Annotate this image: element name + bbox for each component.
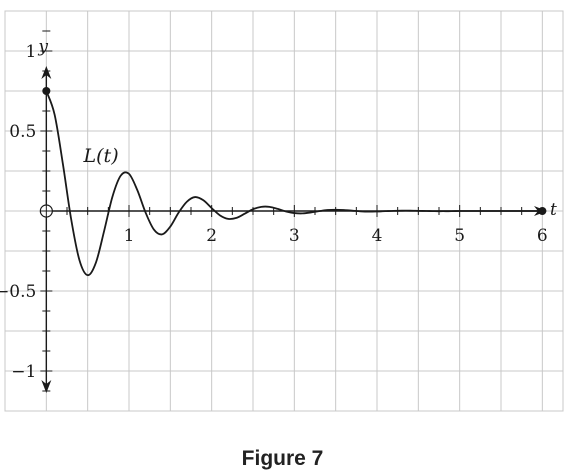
y-ticks: 1 0.5 −0.5 −1 — [0, 42, 36, 382]
y-axis-arrow-down — [41, 380, 52, 393]
figure-caption: Figure 7 — [241, 447, 324, 470]
x-tick-label: 3 — [289, 226, 300, 246]
curve-label: L(t) — [83, 145, 119, 167]
endpoints — [39, 87, 547, 218]
series-line-L — [45, 90, 543, 277]
y-axis-label: y — [37, 37, 48, 57]
x-ticks: 1 2 3 4 5 6 — [124, 226, 548, 246]
x-tick-label: 6 — [537, 226, 548, 246]
x-axis-label: t — [550, 200, 557, 220]
y-tick-label: 1 — [26, 42, 37, 62]
y-tick-label: −1 — [11, 362, 36, 382]
x-tick-label: 5 — [454, 226, 465, 246]
filled-point — [538, 207, 547, 215]
x-tick-label: 2 — [206, 226, 217, 246]
x-tick-label: 1 — [124, 226, 135, 246]
chart: 1 2 3 4 5 6 1 0.5 −0.5 −1 L(t) t y — [0, 10, 564, 412]
plot-border — [4, 10, 564, 412]
y-tick-label: 0.5 — [9, 122, 36, 142]
axes — [40, 30, 547, 393]
x-tick-label: 4 — [372, 226, 383, 246]
filled-point — [42, 87, 51, 95]
y-axis-arrow-up — [41, 66, 52, 79]
y-tick-label: −0.5 — [0, 282, 36, 302]
